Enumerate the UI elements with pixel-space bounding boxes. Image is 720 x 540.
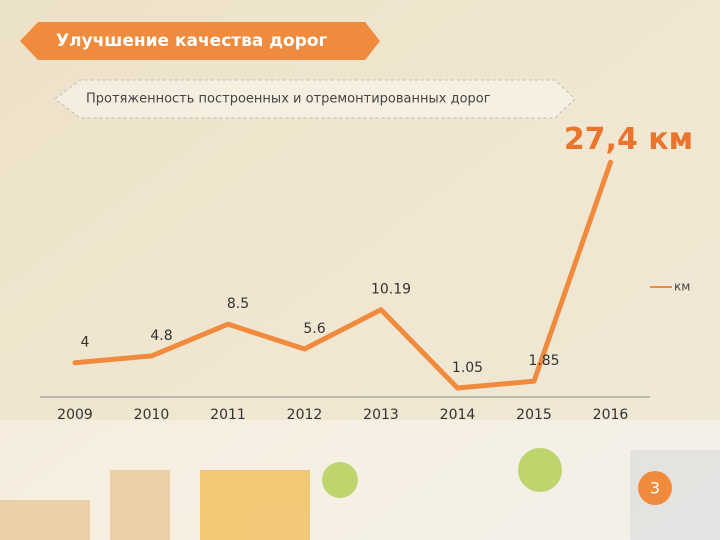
subtitle: Протяженность построенных и отремонтиров… — [86, 92, 491, 107]
x-tick-label: 2014 — [440, 407, 476, 423]
data-label: 1.05 — [452, 360, 483, 376]
data-label-highlight: 27,4 км — [564, 122, 693, 157]
page-badge — [638, 471, 672, 505]
title-banner — [20, 22, 380, 60]
data-label: 5.6 — [303, 321, 325, 337]
x-tick-label: 2011 — [210, 407, 246, 423]
data-line — [72, 159, 613, 391]
x-tick-label: 2016 — [593, 407, 629, 423]
x-tick-label: 2013 — [363, 407, 399, 423]
data-label: 8.5 — [227, 296, 249, 312]
x-tick-label: 2010 — [134, 407, 170, 423]
bottom-illustration — [0, 448, 720, 540]
data-label: 4.8 — [150, 328, 172, 344]
data-label: 1.85 — [528, 353, 559, 369]
legend-label: км — [674, 280, 690, 294]
data-label: 10.19 — [371, 282, 411, 298]
x-tick-label: 2009 — [57, 407, 93, 423]
subtitle-ribbon — [54, 79, 576, 119]
x-tick-label: 2015 — [516, 407, 552, 423]
page-number: 3 — [650, 479, 660, 498]
title: Улучшение качества дорог — [56, 31, 328, 51]
x-tick-label: 2012 — [287, 407, 323, 423]
data-label: 4 — [81, 335, 90, 351]
photo-tint — [0, 0, 720, 420]
